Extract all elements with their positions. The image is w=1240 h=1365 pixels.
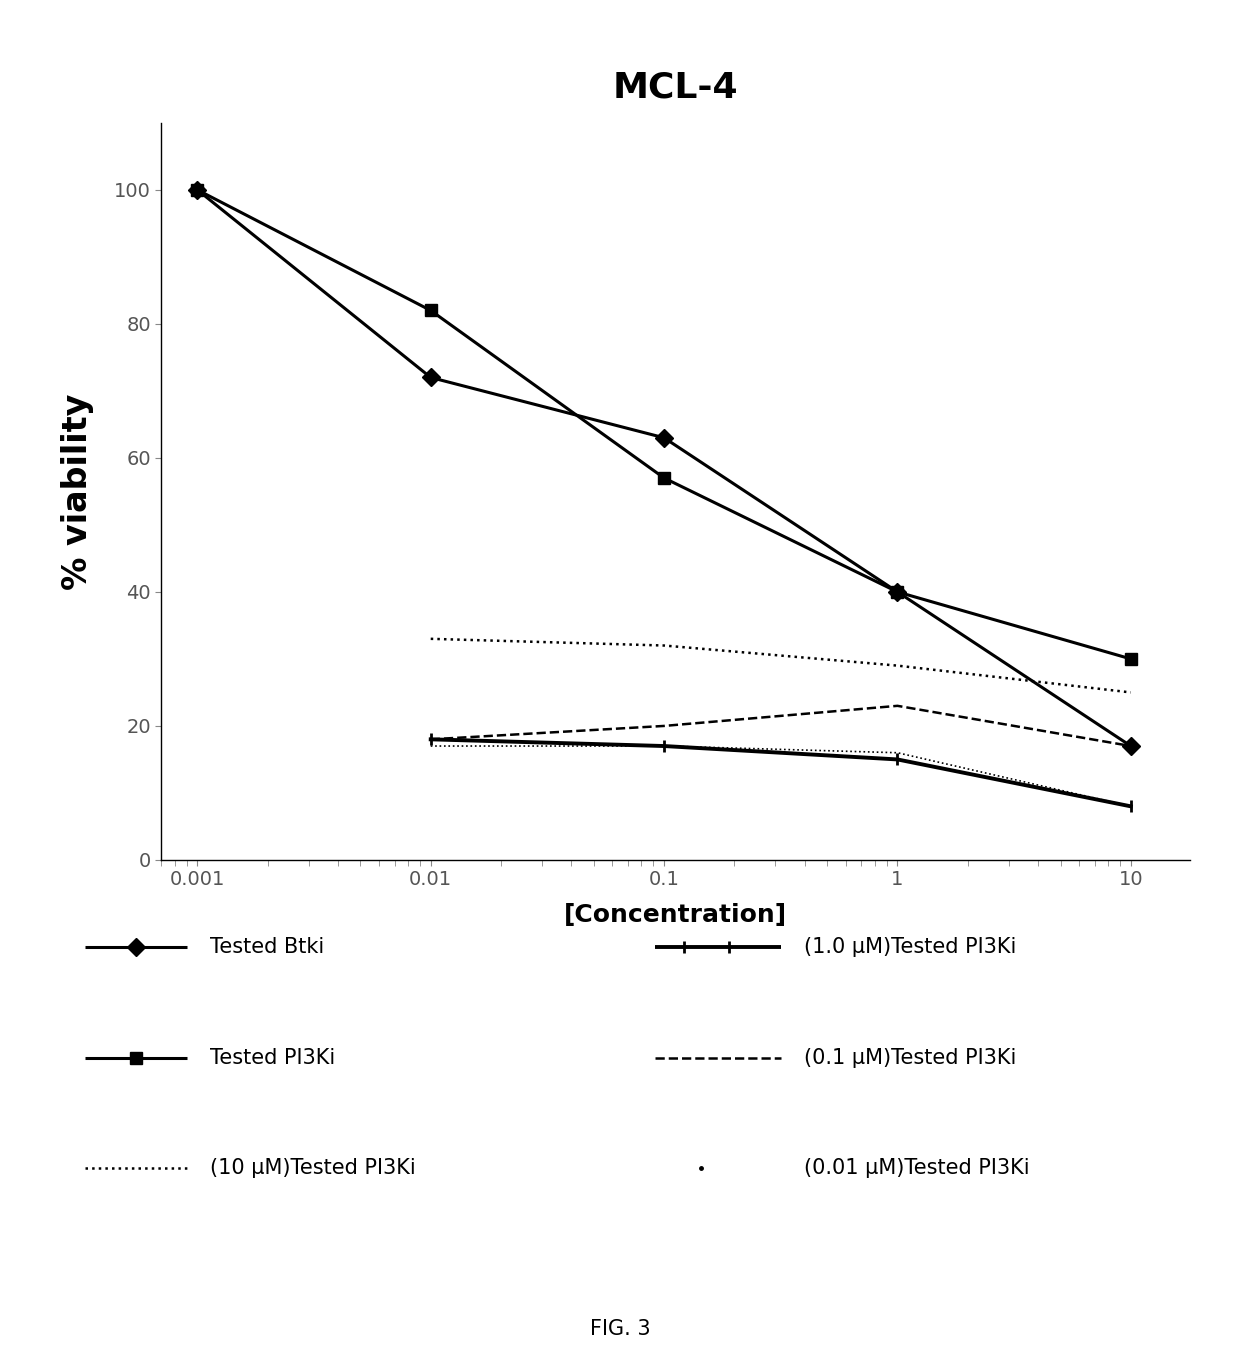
- Text: Tested PI3Ki: Tested PI3Ki: [211, 1048, 336, 1067]
- Text: (0.1 μM)Tested PI3Ki: (0.1 μM)Tested PI3Ki: [804, 1048, 1016, 1067]
- Text: (10 μM)Tested PI3Ki: (10 μM)Tested PI3Ki: [211, 1159, 417, 1178]
- Y-axis label: % viability: % viability: [62, 393, 94, 590]
- Text: FIG. 3: FIG. 3: [590, 1319, 650, 1339]
- Title: MCL-4: MCL-4: [613, 71, 739, 105]
- Text: (0.01 μM)Tested PI3Ki: (0.01 μM)Tested PI3Ki: [804, 1159, 1029, 1178]
- X-axis label: [Concentration]: [Concentration]: [564, 904, 787, 927]
- Text: (1.0 μM)Tested PI3Ki: (1.0 μM)Tested PI3Ki: [804, 938, 1016, 957]
- Text: Tested Btki: Tested Btki: [211, 938, 325, 957]
